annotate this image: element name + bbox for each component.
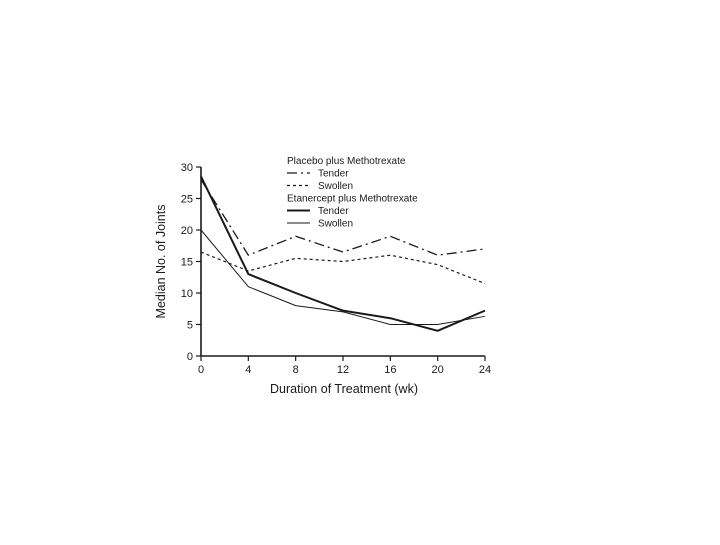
y-tick-label: 25 [181,194,193,206]
series-line [200,179,486,256]
x-tick-label: 12 [337,364,349,376]
y-tick-label: 20 [181,225,193,237]
series-1 [200,251,486,285]
series-3 [200,229,486,325]
x-tick-label: 20 [432,364,444,376]
series-2 [200,176,486,332]
series-line [200,251,486,285]
x-tick-label: 0 [198,364,204,376]
y-tick-label: 30 [181,162,193,174]
legend: Placebo plus MethotrexateTenderSwollenEt… [287,156,418,230]
series-line [200,176,486,332]
legend-group-title: Placebo plus Methotrexate [287,156,406,167]
legend-entry-label: Tender [318,206,349,217]
y-tick-label: 0 [187,351,193,363]
y-tick-label: 5 [187,320,193,332]
y-axis-title: Median No. of Joints [154,205,168,319]
y-tick-label: 15 [181,257,193,269]
legend-entry-label: Swollen [318,181,353,192]
legend-entry-label: Tender [318,169,349,180]
x-axis-title: Duration of Treatment (wk) [270,382,418,396]
series-line [200,229,486,325]
x-tick-label: 4 [245,364,251,376]
x-tick-label: 16 [384,364,396,376]
series-0 [200,179,486,256]
legend-group-title: Etanercept plus Methotrexate [287,194,418,205]
x-tick-label: 24 [479,364,491,376]
y-tick-label: 10 [181,288,193,300]
x-tick-label: 8 [293,364,299,376]
axes: 0 4 8 12 16 20 24 0 5 10 15 20 25 30 [181,162,491,376]
legend-entry-label: Swollen [318,219,353,230]
series-layer [200,176,486,332]
